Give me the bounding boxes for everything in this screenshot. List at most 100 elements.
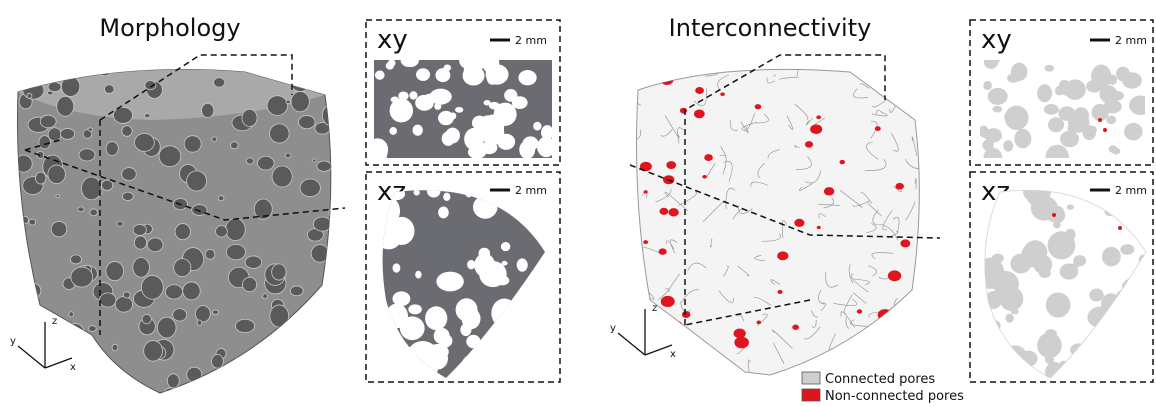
pore: [993, 271, 1019, 297]
pore: [467, 260, 475, 270]
pore: [401, 54, 419, 67]
pore: [36, 172, 46, 184]
pore-network: [897, 310, 902, 325]
non-connected-pore: [757, 321, 762, 325]
non-connected-pore: [649, 68, 661, 78]
pore: [100, 293, 116, 307]
pore: [135, 133, 155, 151]
pore: [39, 136, 50, 149]
pore: [1122, 279, 1141, 295]
pore: [1104, 208, 1115, 216]
pore: [58, 334, 78, 354]
pore: [508, 309, 530, 334]
pore: [123, 292, 130, 298]
pore-network: [666, 69, 672, 76]
non-connected-pore: [734, 329, 746, 339]
pore: [499, 305, 515, 318]
pore: [212, 310, 218, 315]
non-connected-pore: [870, 348, 874, 351]
pore: [1109, 145, 1118, 152]
pore: [455, 107, 463, 113]
pore: [1058, 106, 1075, 120]
pore: [1049, 216, 1057, 222]
pore: [106, 142, 118, 156]
pore: [466, 335, 480, 349]
pore: [408, 304, 421, 314]
pore: [21, 216, 29, 223]
pore: [1100, 356, 1112, 365]
non-connected-pore: [792, 325, 799, 330]
pore-network: [875, 340, 886, 345]
axis-label: x: [670, 349, 676, 360]
pore: [70, 255, 81, 264]
panel-title: Interconnectivity: [669, 14, 872, 42]
non-connected-pore: [875, 126, 881, 131]
non-connected-pore: [886, 347, 899, 357]
pore: [400, 316, 425, 340]
pore: [183, 282, 201, 300]
pore: [285, 381, 305, 404]
pore: [66, 324, 84, 343]
legend-swatch: [802, 389, 820, 401]
non-connected-pore: [702, 175, 706, 178]
pore: [370, 351, 396, 373]
pore: [113, 386, 121, 395]
pore: [134, 236, 146, 249]
pore: [1106, 115, 1116, 124]
pore: [478, 183, 497, 200]
pore: [319, 291, 337, 309]
pore: [1145, 332, 1153, 340]
pore: [69, 312, 74, 317]
axis-label: z: [52, 316, 57, 327]
pore: [984, 56, 998, 69]
pore: [434, 103, 441, 110]
pore: [388, 59, 395, 66]
pore-network: [891, 53, 900, 74]
non-connected-pore: [1052, 213, 1056, 217]
pore: [1125, 357, 1150, 379]
pore: [79, 149, 95, 161]
pore: [287, 372, 308, 390]
pore-network: [875, 327, 876, 339]
pore: [460, 323, 471, 336]
pore-network: [922, 351, 933, 356]
non-connected-pore: [895, 183, 903, 190]
pore-network: [676, 336, 695, 352]
pore: [436, 272, 463, 292]
axis-label: y: [610, 323, 616, 334]
pore: [1060, 131, 1079, 148]
pore: [111, 62, 122, 70]
pore: [497, 134, 515, 150]
pore: [1114, 289, 1136, 315]
pore: [122, 192, 133, 200]
pore-network: [832, 346, 845, 366]
pore: [1067, 204, 1074, 210]
pore: [159, 146, 181, 167]
pore: [171, 62, 177, 69]
pore: [305, 324, 316, 332]
pore: [205, 249, 215, 259]
pore: [281, 363, 285, 368]
pore: [301, 341, 318, 355]
non-connected-pore: [872, 355, 882, 363]
pore: [13, 306, 34, 327]
pore: [175, 224, 190, 240]
pore: [57, 96, 74, 116]
pore: [78, 207, 84, 212]
pore: [322, 105, 341, 127]
legend-label: Connected pores: [825, 372, 935, 387]
pore: [90, 209, 98, 216]
axes-glyph: [18, 322, 72, 368]
non-connected-pore: [668, 208, 678, 216]
pore: [992, 254, 1004, 263]
pore: [300, 179, 320, 197]
pore: [96, 61, 114, 76]
pore: [298, 71, 315, 84]
non-connected-pore: [659, 248, 667, 254]
non-connected-pore: [805, 141, 813, 148]
non-connected-pore: [695, 87, 704, 94]
pore: [212, 137, 217, 142]
non-connected-pore: [860, 357, 870, 365]
non-connected-pore: [824, 187, 835, 195]
pore: [390, 99, 413, 123]
